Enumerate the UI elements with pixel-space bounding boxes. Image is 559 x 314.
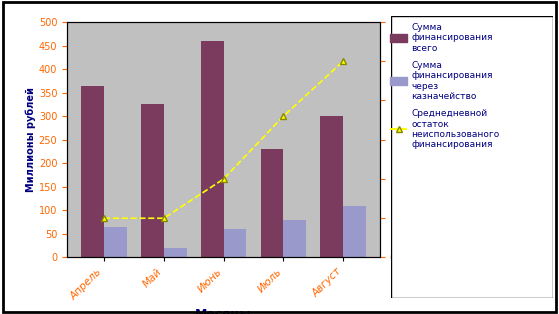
Bar	[104, 227, 127, 257]
Bar	[141, 104, 164, 257]
Bar	[343, 206, 366, 257]
Bar	[201, 41, 224, 257]
Legend: Сумма
финансирования
всего, Сумма
финансирования
через
казначейство, Среднедневн: Сумма финансирования всего, Сумма финанс…	[388, 20, 502, 152]
X-axis label: Месяцы: Месяцы	[195, 307, 252, 314]
Bar	[164, 248, 187, 257]
Bar	[283, 220, 306, 257]
Bar	[320, 116, 343, 257]
Bar	[260, 149, 283, 257]
Bar	[224, 229, 247, 257]
Y-axis label: Миллионы рублей: Миллионы рублей	[26, 87, 36, 192]
Bar	[81, 85, 104, 257]
